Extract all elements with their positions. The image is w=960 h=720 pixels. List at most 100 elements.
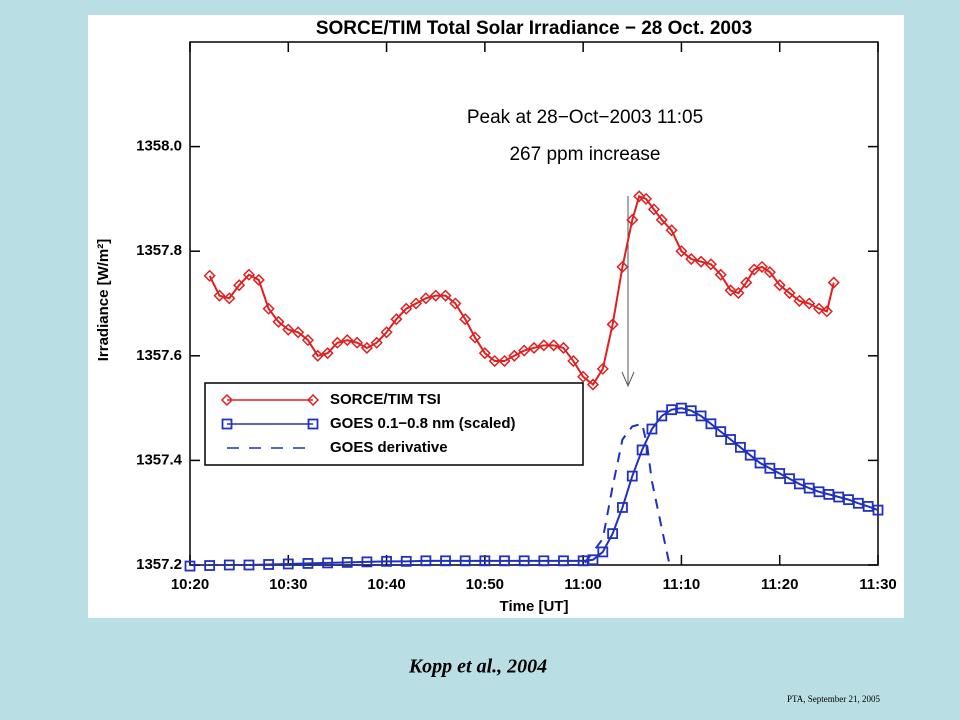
data-point (360, 341, 373, 355)
data-point (647, 203, 660, 216)
data-point (820, 305, 833, 318)
data-point (587, 554, 599, 566)
data-point (429, 289, 442, 302)
data-point (665, 224, 678, 237)
caption: Kopp et al., 2004 (408, 656, 547, 678)
data-point (732, 286, 745, 300)
data-point (478, 347, 491, 360)
chart-title: SORCE/TIM Total Solar Irradiance − 28 Oc… (316, 18, 752, 39)
y-tick-label: 1357.8 (136, 242, 182, 259)
data-point (537, 339, 550, 352)
data-point (488, 354, 501, 368)
data-point (311, 349, 324, 362)
data-point (704, 258, 717, 271)
data-point (586, 378, 600, 391)
data-point (498, 354, 511, 368)
legend-marker (307, 418, 319, 430)
data-point (341, 556, 353, 568)
data-point (322, 557, 334, 569)
data-point (252, 273, 265, 287)
data-point (272, 315, 285, 328)
data-point (390, 313, 403, 326)
data-point (547, 339, 560, 352)
x-tick-label: 11:20 (761, 576, 799, 593)
data-point (409, 297, 423, 310)
arrow-head (621, 371, 635, 388)
data-point (479, 555, 491, 567)
data-point (440, 555, 451, 567)
data-point (499, 555, 510, 567)
data-point (793, 294, 806, 307)
data-point (740, 276, 753, 289)
data-point (567, 354, 580, 368)
data-point (518, 555, 530, 567)
data-point (439, 289, 452, 302)
data-point (419, 292, 432, 305)
data-point (381, 555, 392, 567)
data-point (459, 313, 472, 326)
data-point (725, 434, 736, 445)
data-point (606, 318, 619, 331)
series-line (190, 422, 671, 565)
data-point (872, 504, 884, 516)
data-point (204, 560, 216, 571)
y-tick-label: 1357.6 (136, 347, 182, 364)
data-point (715, 426, 727, 438)
legend-label: GOES 0.1−0.8 nm (scaled) (330, 415, 516, 432)
data-point (695, 410, 707, 422)
data-point (577, 370, 590, 383)
data-point (301, 334, 315, 347)
data-point (508, 349, 521, 362)
annotation: 267 ppm increase (509, 144, 660, 165)
data-point (803, 297, 816, 310)
data-point (626, 470, 638, 482)
data-point (744, 449, 756, 461)
x-tick-label: 11:30 (859, 576, 897, 593)
legend-marker (220, 393, 234, 407)
chart-panel (88, 15, 904, 618)
data-point (213, 289, 226, 302)
data-point (518, 344, 531, 357)
x-tick-label: 10:20 (171, 576, 209, 593)
footer: PTA, September 21, 2005 (787, 694, 881, 704)
data-point (400, 302, 413, 315)
data-point (468, 331, 482, 344)
data-point (616, 260, 629, 273)
data-point (302, 558, 314, 569)
data-point (755, 260, 769, 273)
data-point (449, 297, 462, 310)
data-point (724, 284, 737, 297)
data-point (714, 268, 727, 281)
data-point (735, 441, 746, 453)
data-point (763, 266, 776, 279)
data-point (783, 286, 796, 300)
data-point (538, 555, 550, 567)
series-line (208, 194, 835, 387)
data-point (597, 546, 609, 558)
x-tick-label: 10:40 (367, 576, 405, 593)
legend-marker (306, 393, 320, 407)
series-line (191, 407, 878, 565)
data-point (420, 555, 432, 567)
x-tick-label: 11:10 (663, 576, 701, 593)
data-point (607, 528, 619, 540)
data-point (380, 326, 393, 339)
data-point (223, 292, 236, 305)
legend-box (204, 382, 584, 466)
data-point (633, 190, 646, 203)
data-point (636, 444, 648, 456)
data-point (527, 341, 541, 355)
data-point (459, 555, 471, 567)
legend-marker (221, 418, 233, 430)
data-point (596, 362, 609, 375)
data-point (233, 279, 246, 292)
data-point (639, 192, 653, 205)
data-point (558, 555, 569, 567)
data-point (370, 336, 383, 349)
data-point (827, 276, 840, 289)
data-point (773, 279, 786, 292)
y-axis-label: Irradiance [W/m²] (95, 239, 112, 362)
data-point (626, 213, 639, 226)
data-point (351, 336, 364, 349)
